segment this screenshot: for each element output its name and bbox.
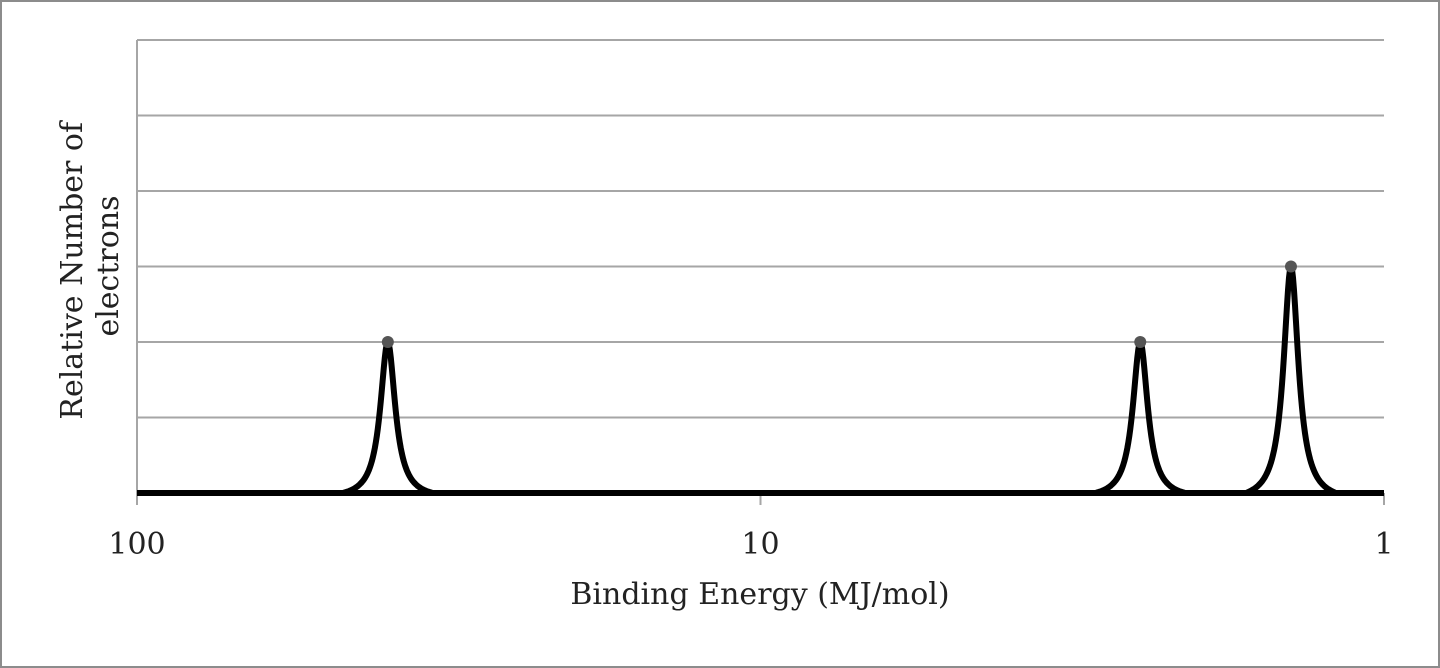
y-axis-title-line: electrons: [91, 195, 126, 336]
peak-marker: [1284, 260, 1297, 273]
x-axis-title: Binding Energy (MJ/mol): [570, 577, 949, 612]
y-axis-title: Relative Number of electrons: [55, 112, 126, 419]
peak-marker: [1134, 336, 1147, 348]
peak-marker: [381, 336, 394, 348]
y-axis-title-line: Relative Number of: [55, 120, 90, 420]
x-tick-label: 10: [741, 527, 779, 562]
x-tick-label: 1: [1374, 527, 1393, 562]
x-tick-label: 100: [108, 527, 165, 562]
